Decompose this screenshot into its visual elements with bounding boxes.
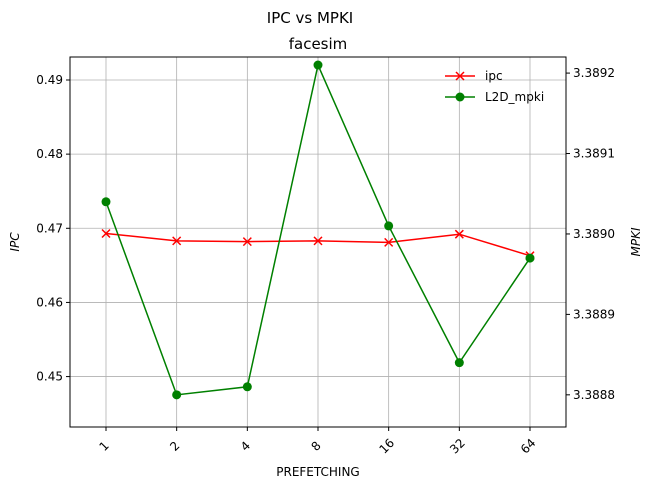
data-point-ipc	[101, 228, 111, 239]
legend: ipc L2D_mpki	[445, 69, 544, 104]
x-tick-label: 16	[376, 436, 397, 457]
y-tick-label-left: 0.46	[36, 295, 63, 309]
x-axis: 1 2 4 8 16 32 64	[97, 427, 539, 457]
y-tick-label-right: 3.3890	[573, 227, 615, 241]
y-tick-label-right: 3.3892	[573, 66, 615, 80]
data-point-ipc	[454, 229, 464, 239]
chart-title: facesim	[289, 35, 348, 53]
x-tick-label: 2	[167, 439, 182, 454]
y-tick-label-left: 0.49	[36, 73, 63, 87]
x-tick-label: 64	[518, 436, 539, 457]
data-point-ipc	[384, 237, 394, 247]
legend-label-l2d-mpki: L2D_mpki	[485, 90, 544, 104]
x-tick-label: 32	[447, 436, 468, 457]
data-point-l2d-mpki	[384, 221, 394, 231]
data-point-ipc	[313, 236, 323, 246]
x-axis-label: PREFETCHING	[276, 465, 359, 479]
x-tick-label: 4	[238, 439, 253, 454]
y-axis-right: 3.3888 3.3889 3.3890 3.3891 3.3892	[566, 66, 615, 402]
x-tick-label: 8	[309, 439, 324, 454]
y-axis-left-label: IPC	[8, 232, 22, 252]
legend-marker-ipc	[455, 71, 465, 81]
y-tick-label-left: 0.47	[36, 221, 63, 235]
series-layer	[101, 60, 535, 400]
y-tick-label-left: 0.48	[36, 147, 63, 161]
data-point-ipc	[242, 237, 252, 247]
data-point-l2d-mpki	[525, 253, 535, 263]
legend-marker-l2d-mpki	[455, 92, 465, 102]
grid	[70, 57, 566, 427]
legend-label-ipc: ipc	[485, 69, 503, 83]
data-point-l2d-mpki	[454, 358, 464, 368]
y-tick-label-right: 3.3888	[573, 388, 615, 402]
data-point-l2d-mpki	[242, 382, 252, 392]
y-tick-label-right: 3.3889	[573, 307, 615, 321]
chart-suptitle: IPC vs MPKI	[267, 9, 353, 27]
data-point-l2d-mpki	[101, 197, 111, 207]
y-axis-right-label: MPKI	[629, 227, 643, 256]
x-tick-label: 1	[97, 439, 112, 454]
y-axis-left: 0.45 0.46 0.47 0.48 0.49	[36, 73, 70, 384]
data-point-ipc	[172, 236, 182, 246]
y-tick-label-right: 3.3891	[573, 147, 615, 161]
y-tick-label-left: 0.45	[36, 370, 63, 384]
data-point-l2d-mpki	[313, 60, 323, 70]
data-point-l2d-mpki	[172, 390, 182, 400]
